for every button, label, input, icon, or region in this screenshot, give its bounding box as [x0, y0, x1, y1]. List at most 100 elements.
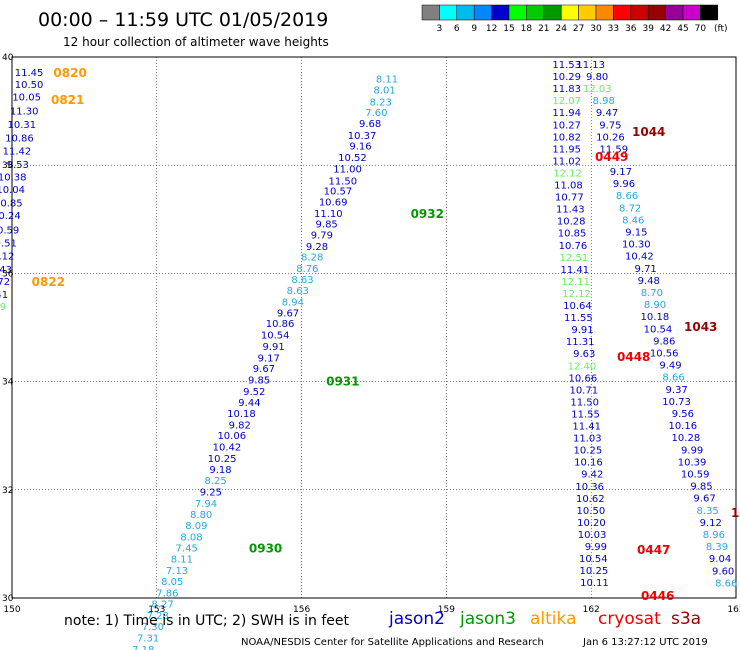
swh-value: 10.64 — [563, 301, 592, 312]
swh-value: 10.25 — [580, 566, 609, 577]
colorbar-swatch — [665, 4, 684, 21]
x-tick-label: 159 — [438, 605, 455, 615]
satellite-legend: jason2 jason3 altika cryosat s3a — [388, 609, 701, 629]
swh-value: 9.17 — [610, 167, 632, 178]
footer-note: note: 1) Time is in UTC; 2) SWH is in fe… — [64, 613, 350, 629]
swh-value: 10.51 — [0, 239, 17, 250]
colorbar-swatch — [508, 4, 527, 21]
swh-value: 9.49 — [659, 361, 681, 372]
swh-value: 11.50 — [570, 397, 599, 408]
swh-value: 10.39 — [678, 457, 707, 468]
swh-value: 9.16 — [349, 142, 371, 153]
swh-value: 10.72 — [0, 277, 10, 288]
swh-value: 8.80 — [190, 510, 212, 521]
swh-value: 8.11 — [376, 75, 398, 86]
y-tick-label: 36 — [2, 269, 14, 279]
swh-value: 9.82 — [229, 420, 251, 431]
colorbar-label: 42 — [660, 24, 671, 34]
swh-value: 8.66 — [715, 578, 737, 589]
swh-value: 9.12 — [700, 518, 722, 529]
footer-generated: Jan 6 13:27:12 UTC 2019 — [582, 637, 708, 648]
y-axis: 40 38 36 34 32 30 — [2, 53, 14, 604]
swh-value: 8.63 — [291, 275, 313, 286]
swh-value: 9.28 — [306, 242, 328, 253]
colorbar-label: 30 — [590, 24, 602, 34]
swh-value: 9.18 — [209, 465, 231, 476]
swh-value: 11.45 — [15, 68, 44, 79]
swh-value: 8.09 — [185, 521, 207, 532]
y-tick-label: 38 — [2, 161, 14, 171]
colorbar-label: 45 — [677, 24, 688, 34]
colorbar-label: 27 — [573, 24, 584, 34]
time-label: 0821 — [51, 93, 84, 107]
swh-value: 9.71 — [635, 264, 657, 275]
colorbar-swatch — [595, 4, 614, 21]
swh-value: 11.03 — [573, 434, 602, 445]
swh-value: 9.63 — [573, 349, 595, 360]
colorbar-label: 24 — [555, 24, 567, 34]
swh-value: 7.18 — [132, 645, 154, 650]
swh-value: 9.67 — [277, 308, 299, 319]
time-label: 0447 — [637, 543, 670, 557]
legend-altika: altika — [530, 609, 577, 629]
colorbar-swatch — [613, 4, 632, 21]
legend-jason3: jason3 — [459, 609, 516, 629]
swh-value: 9.68 — [359, 119, 381, 130]
swh-value: 10.24 — [0, 211, 21, 222]
colorbar-label: 9 — [471, 24, 477, 34]
swh-value: 10.56 — [650, 349, 679, 360]
swh-value: 9.37 — [666, 385, 688, 396]
swh-value: 11.42 — [3, 147, 32, 158]
swh-value: 10.54 — [644, 324, 673, 335]
swh-value: 8.23 — [370, 97, 392, 108]
swh-value: 7.28 — [147, 611, 169, 622]
swh-value: 10.59 — [0, 226, 19, 237]
swh-value: 9.47 — [596, 108, 618, 119]
colorbar-label: 36 — [625, 24, 637, 34]
x-tick-label: 156 — [293, 605, 310, 615]
swh-value: 7.45 — [176, 544, 198, 555]
colorbar-swatch — [439, 4, 458, 21]
swh-value: 10.31 — [7, 120, 36, 131]
swh-value: 10.69 — [319, 197, 348, 208]
time-label: 1043 — [684, 320, 717, 334]
swh-value: 10.16 — [668, 421, 697, 432]
colorbar-swatch — [473, 4, 492, 21]
colorbar-label: 3 — [437, 24, 443, 34]
colorbar-swatch — [630, 4, 649, 21]
swh-value: 11.41 — [572, 422, 601, 433]
swh-value: 10.30 — [622, 240, 651, 251]
swh-value: 11.55 — [571, 409, 600, 420]
swh-value: 9.67 — [253, 364, 275, 375]
colorbar-swatch — [421, 4, 440, 21]
legend-cryosat: cryosat — [598, 609, 661, 629]
time-label: 0931 — [326, 375, 359, 389]
swh-value: 8.01 — [373, 85, 395, 96]
swh-value: 9.79 — [311, 230, 333, 241]
colorbar-label: 70 — [695, 24, 707, 34]
colorbar-swatch — [700, 4, 719, 21]
y-tick-label: 32 — [2, 486, 13, 496]
swh-value: 10.38 — [0, 173, 26, 184]
colorbar-label: 33 — [608, 24, 619, 34]
y-tick-label: 30 — [2, 594, 14, 604]
swh-value: 9.15 — [625, 228, 647, 239]
swh-value: 11.00 — [333, 164, 362, 175]
swh-value: 8.39 — [706, 542, 728, 553]
swh-value: 9.91 — [262, 342, 284, 353]
swh-value: 11.50 — [328, 176, 357, 187]
swh-value: 12.19 — [0, 302, 6, 313]
swh-value: 9.86 — [653, 336, 675, 347]
swh-value: 10.50 — [15, 80, 44, 91]
swh-value: 8.11 — [171, 555, 193, 566]
swh-value: 9.91 — [571, 325, 593, 336]
swh-value: 10.36 — [575, 482, 604, 493]
footer-credit: NOAA/NESDIS Center for Satellite Applica… — [241, 637, 544, 648]
swh-value: 11.43 — [556, 205, 585, 216]
swh-value: 12.11 — [561, 277, 590, 288]
swh-value: 10.50 — [577, 506, 606, 517]
x-tick-label: 153 — [148, 605, 165, 615]
swh-value: 11.31 — [566, 337, 595, 348]
swh-value: 10.06 — [217, 431, 246, 442]
colorbar-swatch — [682, 4, 701, 21]
